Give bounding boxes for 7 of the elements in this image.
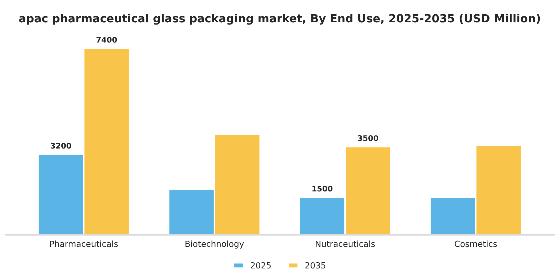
chart-title: apac pharmaceutical glass packaging market, By End Use, 2025-2035 (USD Million) [19,14,540,25]
x-tick-label: Nutraceuticals [316,240,376,248]
x-tick-label: Pharmaceuticals [50,240,118,248]
x-tick-label: Biotechnology [186,240,244,249]
legend-label: 2025 [251,262,271,269]
legend-label: 2035 [306,262,326,269]
x-tick-label: Cosmetics [454,240,498,248]
